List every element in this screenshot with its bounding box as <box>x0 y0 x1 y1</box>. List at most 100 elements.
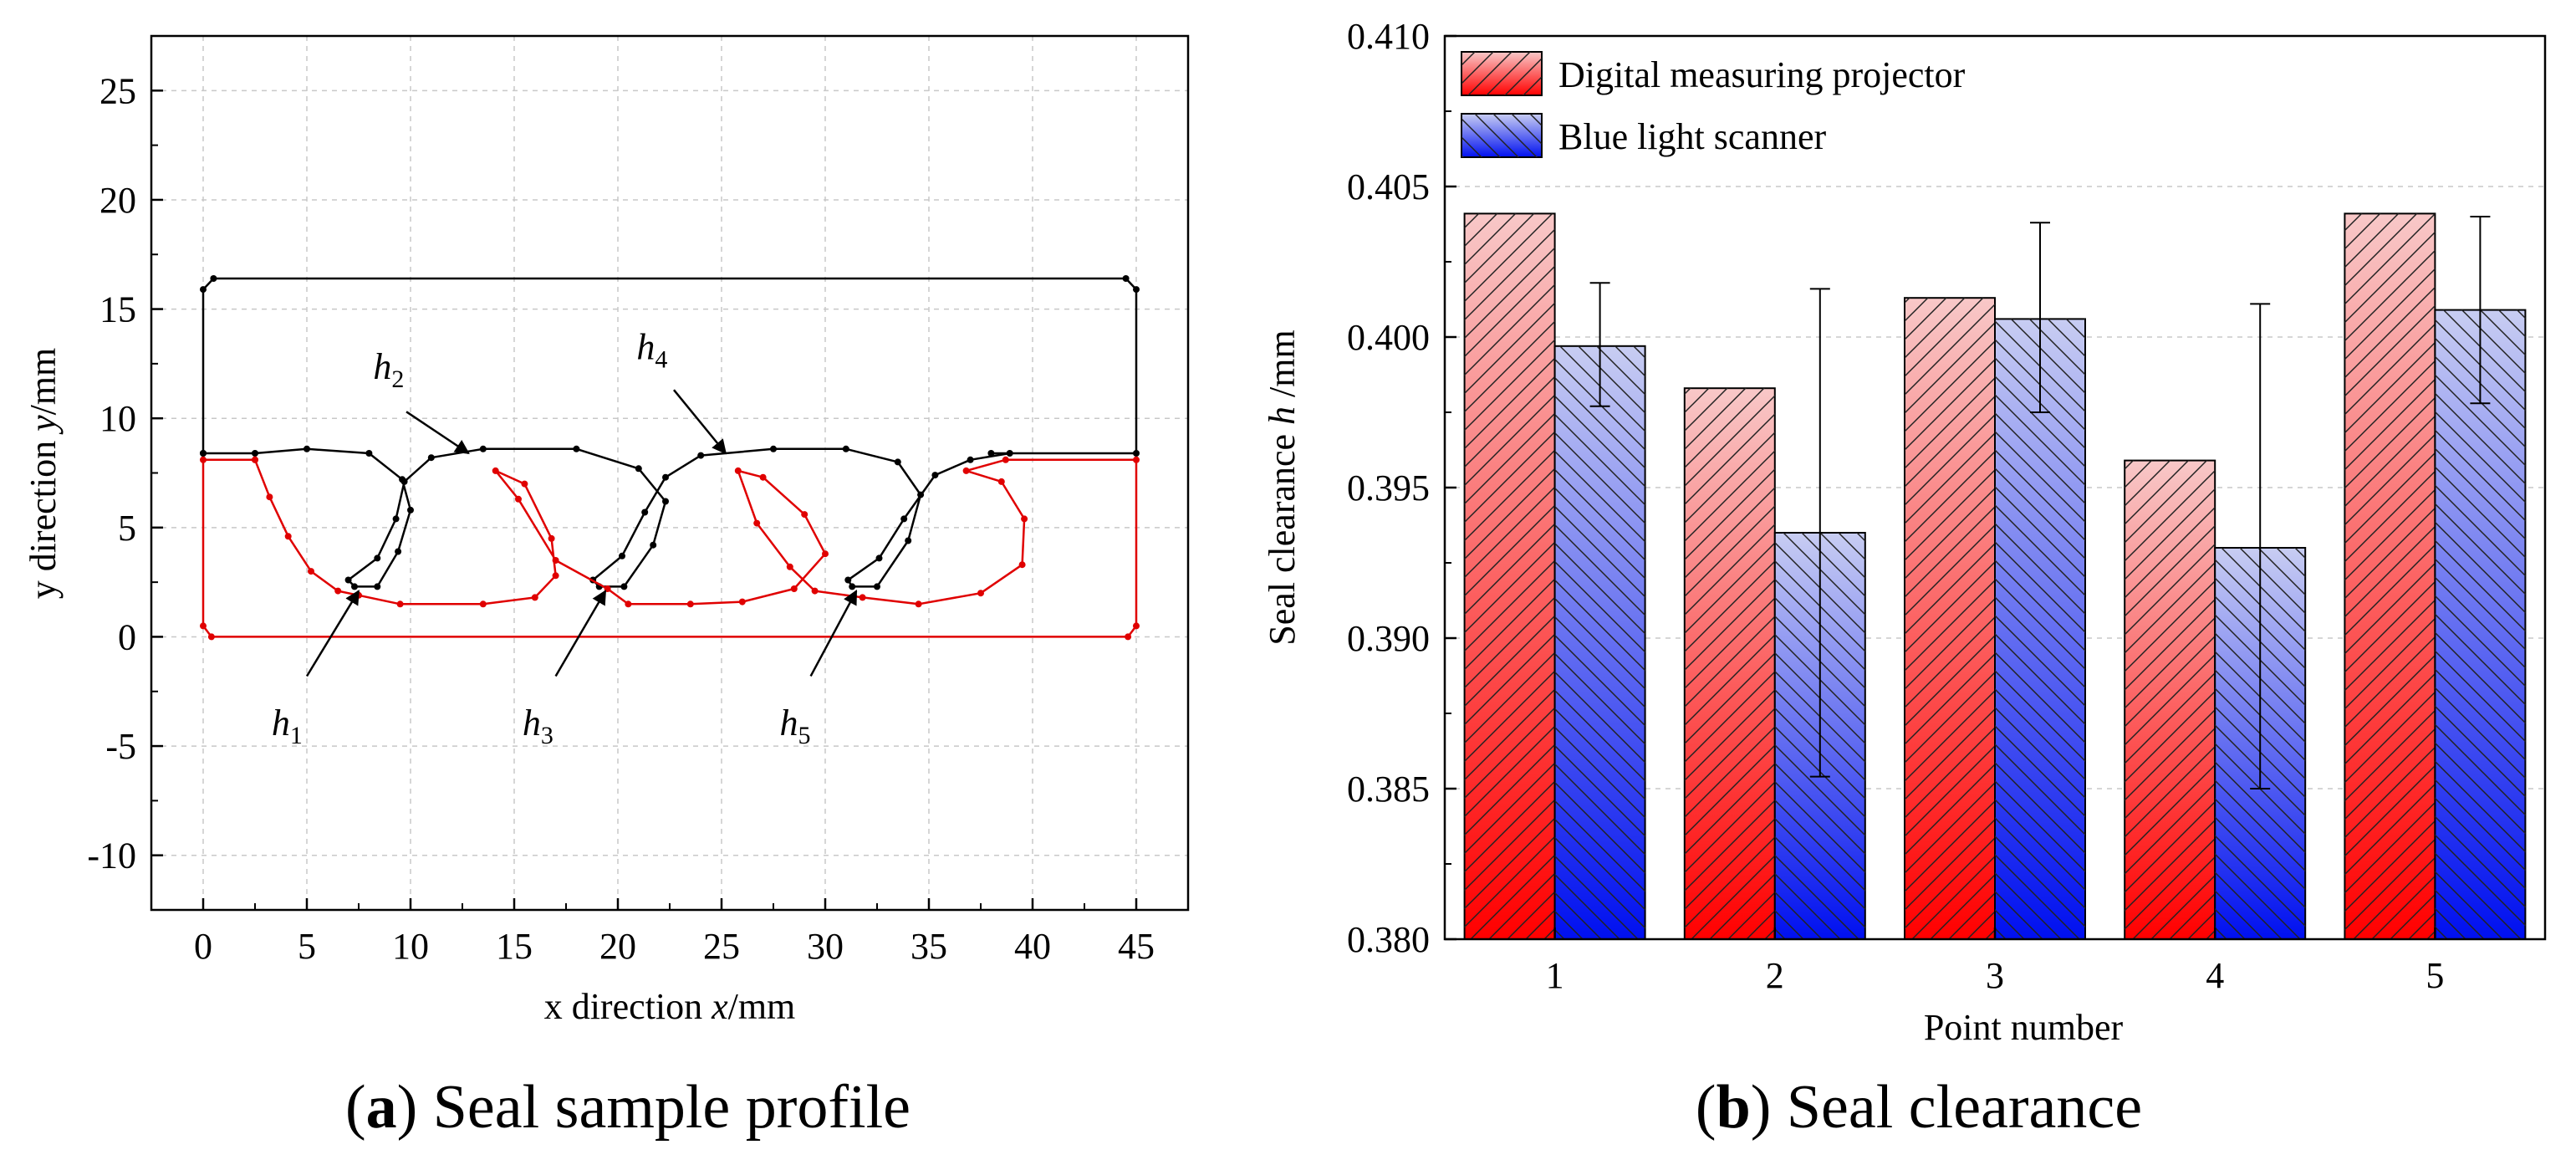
clearance-panel-caption: (b) Seal clearance <box>1696 1073 2142 1142</box>
profile-point <box>662 498 669 505</box>
y-tick-label: 0.390 <box>1347 618 1430 659</box>
annotation-h4: h4 <box>636 327 667 374</box>
annotation-arrow-h3 <box>554 590 607 677</box>
profile-point <box>521 480 528 488</box>
profile-point <box>842 445 849 452</box>
bar-hatch-scanner-5 <box>2435 309 2526 940</box>
profile-point <box>1133 456 1140 463</box>
profile-point <box>334 587 342 595</box>
profile-point <box>374 583 381 590</box>
legend-item-scanner: Blue light scanner <box>1461 113 1826 158</box>
x-tick-label: 25 <box>703 926 740 967</box>
y-tick-label: 0.395 <box>1347 468 1430 508</box>
x-tick-label: 3 <box>1986 955 2004 996</box>
profile-point <box>304 445 310 452</box>
profile-point <box>374 554 381 562</box>
profile-grid <box>151 36 1188 910</box>
profile-point <box>400 478 408 485</box>
profile-point <box>620 583 628 590</box>
profile-point <box>875 554 883 562</box>
profile-point <box>266 493 273 501</box>
profile-point <box>531 594 538 601</box>
legend-hatch-projector <box>1461 52 1542 95</box>
profile-point <box>392 515 400 523</box>
x-tick-label: 0 <box>194 926 212 967</box>
annotation-h3: h3 <box>523 703 553 749</box>
y-tick-label: 0.400 <box>1347 317 1430 358</box>
profile-point <box>962 467 970 474</box>
y-tick-label: 0.380 <box>1347 919 1430 960</box>
x-tick-label: 15 <box>496 926 533 967</box>
profile-point <box>210 275 217 282</box>
profile-point <box>407 506 414 514</box>
profile-point <box>552 557 559 564</box>
profile-point <box>1122 275 1130 282</box>
annotation-arrow-h4 <box>672 389 727 455</box>
clearance-y-axis-label: Seal clearance h /mm <box>1262 330 1303 646</box>
bar-hatch-projector-2 <box>1684 388 1775 939</box>
x-tick-label: 5 <box>298 926 316 967</box>
y-tick-label: -10 <box>87 835 136 876</box>
x-tick-label: 40 <box>1014 926 1051 967</box>
profile-point <box>284 533 292 540</box>
y-tick-label: 0 <box>118 616 136 657</box>
clearance-x-axis-label: Point number <box>1924 1007 2124 1048</box>
profile-point <box>997 478 1005 485</box>
profile-line-2 <box>203 447 1010 588</box>
profile-point <box>915 600 922 608</box>
profile-point <box>308 568 314 575</box>
profile-point <box>351 583 358 590</box>
profile-point <box>1125 633 1132 641</box>
profile-point <box>790 585 798 592</box>
profile-point <box>987 450 995 457</box>
profile-point <box>395 548 402 555</box>
y-tick-label: 0.405 <box>1347 166 1430 207</box>
x-tick-label: 10 <box>392 926 429 967</box>
profile-x-axis-label: x direction x/mm <box>544 986 796 1027</box>
profile-point <box>252 450 258 457</box>
y-tick-label: 20 <box>99 180 136 221</box>
y-tick-label: 5 <box>118 508 136 549</box>
x-tick-label: 2 <box>1766 955 1784 996</box>
profile-point <box>479 600 487 608</box>
profile-point <box>697 452 705 459</box>
profile-point <box>759 473 767 481</box>
profile-point <box>548 534 555 542</box>
profile-panel-caption: (a) Seal sample profile <box>345 1073 911 1142</box>
profile-point <box>801 511 809 519</box>
profile-point <box>252 456 258 463</box>
bar-hatch-scanner-1 <box>1554 345 1645 939</box>
profile-point <box>365 450 373 457</box>
legend-label-scanner: Blue light scanner <box>1558 116 1826 157</box>
profile-point <box>917 491 925 498</box>
profile-point <box>515 495 522 503</box>
profile-ticks: 0 5 10 15 20 25 30 35 40 45 -10 -5 0 5 10 15 20 25 <box>87 70 1155 967</box>
profile-point <box>573 445 580 452</box>
profile-point <box>738 598 746 605</box>
y-tick-label: -5 <box>105 726 136 767</box>
legend-hatch-scanner <box>1461 114 1542 157</box>
profile-point <box>967 456 974 463</box>
profile-point <box>1002 456 1009 463</box>
profile-point <box>894 458 901 466</box>
profile-point <box>650 541 657 549</box>
x-tick-label: 4 <box>2206 955 2224 996</box>
profile-point <box>396 600 404 608</box>
x-tick-label: 45 <box>1118 926 1155 967</box>
profile-point <box>770 445 777 452</box>
bar-hatch-projector-3 <box>1905 298 1995 939</box>
profile-point <box>686 600 694 608</box>
profile-point <box>931 472 939 479</box>
profile-point <box>619 552 625 560</box>
annotation-arrow-h5 <box>809 590 858 677</box>
profile-series <box>200 275 1140 641</box>
profile-point <box>1133 450 1140 457</box>
profile-point <box>200 622 207 630</box>
profile-point <box>200 450 207 457</box>
profile-point <box>625 600 632 608</box>
y-tick-label: 10 <box>99 398 136 439</box>
profile-point <box>662 473 669 481</box>
profile-point <box>977 590 984 597</box>
profile-point <box>635 465 642 473</box>
profile-annotations: h1 h2 h3 h4 h5 <box>272 327 858 749</box>
